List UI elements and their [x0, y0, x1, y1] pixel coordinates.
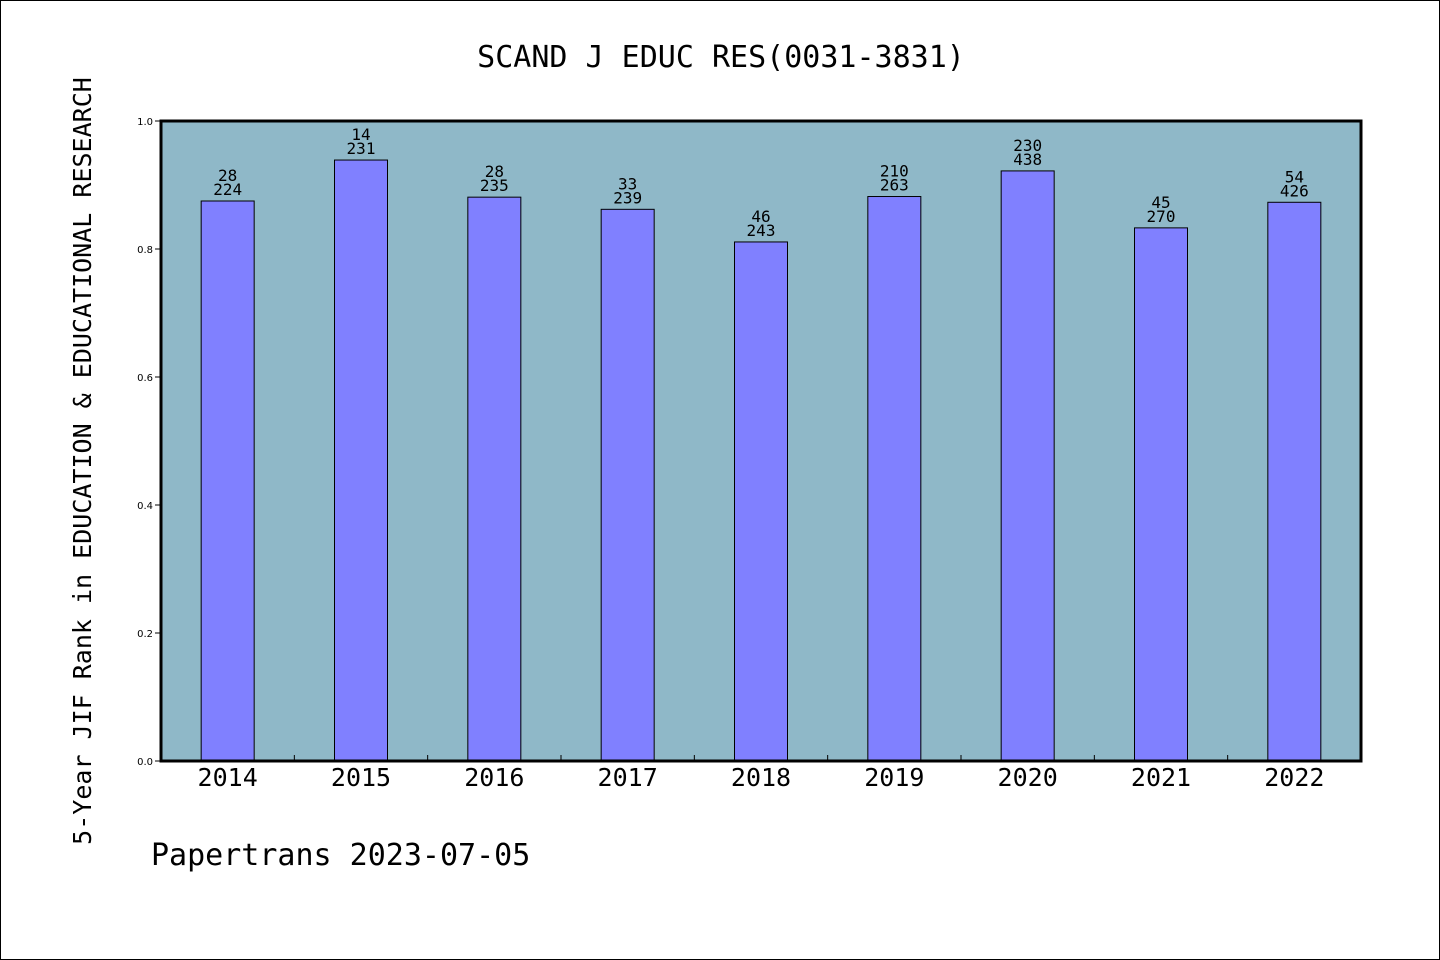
- bar-rank-label: 54: [1285, 167, 1304, 186]
- bar-total-label: 224: [213, 180, 242, 199]
- plot-border: [159, 119, 1363, 763]
- bar-rank-label: 45: [1151, 193, 1170, 212]
- bar-total-label: 231: [347, 139, 376, 158]
- bar-2018: [734, 241, 788, 762]
- footer-text: Papertrans 2023-07-05: [151, 838, 530, 873]
- bar-2021: [1134, 227, 1188, 762]
- chart-title: SCAND J EDUC RES(0031-3831): [477, 40, 965, 75]
- bar-total-label: 270: [1147, 207, 1176, 226]
- bar-2017: [600, 208, 655, 762]
- bar-rank-label: 14: [351, 125, 370, 144]
- bar-2022: [1267, 201, 1322, 762]
- x-tick-label: 2019: [864, 763, 924, 792]
- x-tick-label: 2021: [1131, 763, 1191, 792]
- bar-rank-label: 230: [1013, 136, 1042, 155]
- y-tick-label: 1.0: [137, 117, 153, 128]
- bar-rank-label: 28: [218, 166, 237, 185]
- y-tick-label: 0.6: [137, 373, 153, 384]
- bar-total-label: 438: [1013, 150, 1042, 169]
- bar-total-label: 263: [880, 176, 909, 195]
- x-tick-label: 2017: [598, 763, 658, 792]
- bar-2014: [200, 200, 255, 762]
- x-tick-label: 2022: [1264, 763, 1324, 792]
- bar-rank-label: 210: [880, 162, 909, 181]
- bar-2020: [1000, 170, 1055, 762]
- x-tick-label: 2016: [464, 763, 524, 792]
- y-tick-label: 0.8: [137, 245, 153, 256]
- bar-total-label: 243: [747, 221, 776, 240]
- bar-rank-label: 28: [485, 162, 504, 181]
- bar-2019: [867, 196, 922, 762]
- x-tick-label: 2014: [198, 763, 258, 792]
- bar-total-label: 426: [1280, 181, 1309, 200]
- y-tick-label: 0.4: [137, 501, 153, 512]
- x-tick-label: 2020: [998, 763, 1058, 792]
- bar-rank-label: 46: [751, 207, 770, 226]
- bar-rank-label: 33: [618, 174, 637, 193]
- bar-total-label: 235: [480, 176, 509, 195]
- x-tick-label: 2018: [731, 763, 791, 792]
- bar-2015: [334, 159, 388, 762]
- y-tick-label: 0.0: [137, 757, 153, 768]
- y-axis-label: 5-Year JIF Rank in EDUCATION & EDUCATION…: [68, 77, 97, 845]
- y-tick-label: 0.2: [137, 629, 153, 640]
- bar-2016: [467, 196, 522, 762]
- x-tick-label: 2015: [331, 763, 391, 792]
- bar-total-label: 239: [613, 188, 642, 207]
